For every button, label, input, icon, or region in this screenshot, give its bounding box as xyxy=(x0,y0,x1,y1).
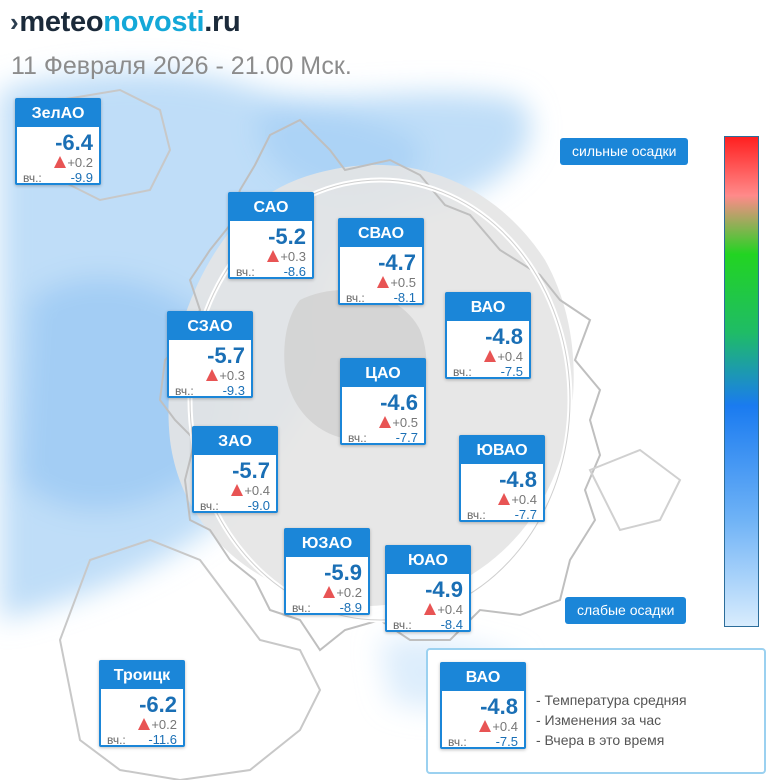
legend-line-yesterday: - Вчера в это время xyxy=(536,732,665,748)
up-triangle-icon xyxy=(424,603,437,615)
district-name: ЗАО xyxy=(194,428,276,455)
district-temp: -4.8 xyxy=(485,324,523,349)
yesterday-label: вч.: xyxy=(236,265,255,279)
district-change: +0.4 xyxy=(498,492,537,507)
district-change: +0.2 xyxy=(54,155,93,170)
up-triangle-icon xyxy=(206,369,219,381)
yesterday-label: вч.: xyxy=(453,365,472,379)
yesterday-label: вч.: xyxy=(346,291,365,305)
legend-line-temp: - Температура средняя xyxy=(536,692,687,708)
up-triangle-icon xyxy=(323,586,336,598)
district-card-yuao: ЮАО -4.9 +0.4 вч.: -8.4 xyxy=(385,545,471,632)
district-change: +0.4 xyxy=(231,483,270,498)
district-temp: -4.6 xyxy=(380,390,418,415)
district-card-szao: СЗАО -5.7 +0.3 вч.: -9.3 xyxy=(167,311,253,398)
district-temp: -5.9 xyxy=(324,560,362,585)
precip-weak-label: слабые осадки xyxy=(565,597,687,624)
site-logo[interactable]: ›meteonovosti.ru xyxy=(10,6,241,38)
district-temp: -5.7 xyxy=(207,343,245,368)
district-yesterday: -9.3 xyxy=(222,383,245,398)
district-name: ВАО xyxy=(447,294,529,321)
up-triangle-icon xyxy=(54,156,67,168)
district-card-cao: ЦАО -4.6 +0.5 вч.: -7.7 xyxy=(340,358,426,445)
legend-panel: ВАО -4.8 +0.4 вч.: -7.5 - Температура ср… xyxy=(426,648,766,774)
outlying-territory xyxy=(58,538,322,780)
district-temp: -5.2 xyxy=(268,224,306,249)
precipitation-color-scale xyxy=(724,136,759,627)
up-triangle-icon xyxy=(479,720,492,732)
up-triangle-icon xyxy=(484,350,497,362)
district-change: +0.2 xyxy=(323,585,362,600)
district-change: +0.3 xyxy=(206,368,245,383)
legend-example-card: ВАО -4.8 +0.4 вч.: -7.5 xyxy=(440,662,526,749)
district-card-troitsk: Троицк -6.2 +0.2 вч.: -11.6 xyxy=(99,660,185,747)
district-yesterday: -8.6 xyxy=(283,264,306,279)
yesterday-label: вч.: xyxy=(175,384,194,398)
up-triangle-icon xyxy=(231,484,244,496)
district-yesterday: -11.6 xyxy=(148,732,177,747)
district-yesterday: -9.0 xyxy=(247,498,270,513)
yesterday-label: вч.: xyxy=(348,431,367,445)
up-triangle-icon xyxy=(267,250,280,262)
district-change: +0.5 xyxy=(379,415,418,430)
district-card-yuvao: ЮВАО -4.8 +0.4 вч.: -7.7 xyxy=(459,435,545,522)
legend-line-change: - Изменения за час xyxy=(536,712,662,728)
yesterday-label: вч.: xyxy=(448,735,467,749)
up-triangle-icon xyxy=(498,493,511,505)
forecast-datetime: 11 Февраля 2026 - 21.00 Мск. xyxy=(11,52,352,80)
district-temp: -4.7 xyxy=(378,250,416,275)
district-temp: -6.4 xyxy=(55,130,93,155)
district-temp: -4.9 xyxy=(425,577,463,602)
legend-descriptions: - Температура средняя - Изменения за час… xyxy=(536,690,687,750)
district-yesterday: -8.1 xyxy=(393,290,416,305)
logo-mark-icon: › xyxy=(10,7,19,37)
district-yesterday: -9.9 xyxy=(70,170,93,185)
yesterday-label: вч.: xyxy=(467,508,486,522)
district-yesterday: -8.4 xyxy=(440,617,463,632)
yesterday-label: вч.: xyxy=(292,601,311,615)
district-name: СЗАО xyxy=(169,313,251,340)
district-yesterday: -7.5 xyxy=(500,364,523,379)
up-triangle-icon xyxy=(138,718,151,730)
district-name: ЦАО xyxy=(342,360,424,387)
district-name: ЗелАО xyxy=(17,100,99,127)
district-card-vao: ВАО -4.8 +0.4 вч.: -7.5 xyxy=(445,292,531,379)
district-name: ЮЗАО xyxy=(286,530,368,557)
yesterday-label: вч.: xyxy=(107,733,126,747)
district-change: +0.4 xyxy=(479,719,518,734)
district-yesterday: -8.9 xyxy=(339,600,362,615)
district-name: СВАО xyxy=(340,220,422,247)
district-temp: -4.8 xyxy=(480,694,518,719)
district-temp: -5.7 xyxy=(232,458,270,483)
district-name: ВАО xyxy=(442,664,524,691)
up-triangle-icon xyxy=(379,416,392,428)
yesterday-label: вч.: xyxy=(200,499,219,513)
yesterday-label: вч.: xyxy=(393,618,412,632)
district-change: +0.4 xyxy=(484,349,523,364)
district-card-zelao: ЗелАО -6.4 +0.2 вч.: -9.9 xyxy=(15,98,101,185)
district-card-zao: ЗАО -5.7 +0.4 вч.: -9.0 xyxy=(192,426,278,513)
district-card-svao: СВАО -4.7 +0.5 вч.: -8.1 xyxy=(338,218,424,305)
district-name: Троицк xyxy=(101,662,183,689)
precip-strong-label: сильные осадки xyxy=(560,138,689,165)
district-name: САО xyxy=(230,194,312,221)
district-change: +0.3 xyxy=(267,249,306,264)
district-card-yuzao: ЮЗАО -5.9 +0.2 вч.: -8.9 xyxy=(284,528,370,615)
district-change: +0.2 xyxy=(138,717,177,732)
district-name: ЮАО xyxy=(387,547,469,574)
district-card-sao: САО -5.2 +0.3 вч.: -8.6 xyxy=(228,192,314,279)
district-yesterday: -7.7 xyxy=(395,430,418,445)
district-temp: -4.8 xyxy=(499,467,537,492)
district-yesterday: -7.5 xyxy=(495,734,518,749)
district-name: ЮВАО xyxy=(461,437,543,464)
district-change: +0.5 xyxy=(377,275,416,290)
yesterday-label: вч.: xyxy=(23,171,42,185)
up-triangle-icon xyxy=(377,276,390,288)
district-change: +0.4 xyxy=(424,602,463,617)
district-temp: -6.2 xyxy=(139,692,177,717)
district-yesterday: -7.7 xyxy=(514,507,537,522)
